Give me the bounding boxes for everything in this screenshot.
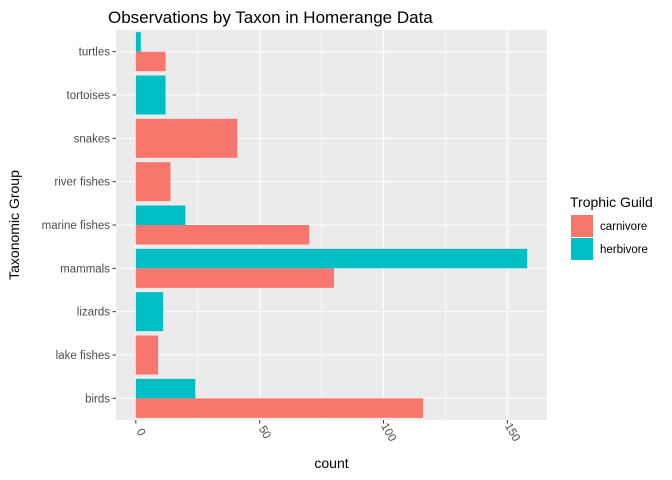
x-tick-label: 100 [378, 421, 398, 444]
y-tick-label: marine fishes [42, 220, 111, 232]
legend-key-herbivore [571, 238, 593, 260]
bar-herbivore-birds [135, 378, 196, 399]
bar-carnivore-birds [135, 398, 424, 418]
y-tick-label: river fishes [54, 177, 110, 189]
bar-herbivore-tortoises [135, 75, 166, 115]
y-tick-label: snakes [74, 133, 111, 145]
x-axis-title: count [314, 455, 348, 471]
bars [135, 32, 528, 418]
y-tick-label: lake fishes [56, 350, 111, 362]
y-tick-label: turtles [79, 47, 111, 59]
y-tick-label: mammals [60, 263, 110, 275]
bar-carnivore-river-fishes [135, 162, 171, 202]
bar-herbivore-lizards [135, 292, 164, 332]
bar-herbivore-marine-fishes [135, 205, 186, 225]
bar-carnivore-turtles [135, 51, 166, 72]
x-axis: 0 50 100 150 [134, 420, 522, 444]
legend-title: Trophic Guild [570, 194, 653, 210]
y-axis-title: Taxonomic Group [6, 170, 22, 280]
chart-title: Observations by Taxon in Homerange Data [108, 8, 433, 27]
bar-carnivore-lake-fishes [135, 335, 159, 375]
bar-carnivore-marine-fishes [135, 225, 310, 245]
y-tick-label: birds [85, 393, 110, 405]
legend-key-carnivore [571, 215, 593, 237]
x-tick-label: 0 [134, 427, 148, 439]
x-tick-label: 50 [256, 424, 273, 441]
y-tick-label: lizards [77, 307, 110, 319]
plot-panel [116, 30, 547, 420]
bar-carnivore-mammals [135, 268, 334, 288]
bar-herbivore-mammals [135, 248, 528, 269]
x-tick-label: 150 [502, 421, 522, 444]
bar-herbivore-turtles [135, 32, 141, 52]
legend-label-herbivore: herbivore [600, 244, 648, 256]
legend-label-carnivore: carnivore [600, 221, 647, 233]
y-tick-label: tortoises [67, 90, 111, 102]
gridlines [116, 30, 547, 420]
y-axis: turtles tortoises snakes river fishes marine… [42, 47, 116, 405]
bar-carnivore-snakes [135, 118, 238, 158]
legend: Trophic Guild carnivore herbivore [570, 194, 653, 260]
